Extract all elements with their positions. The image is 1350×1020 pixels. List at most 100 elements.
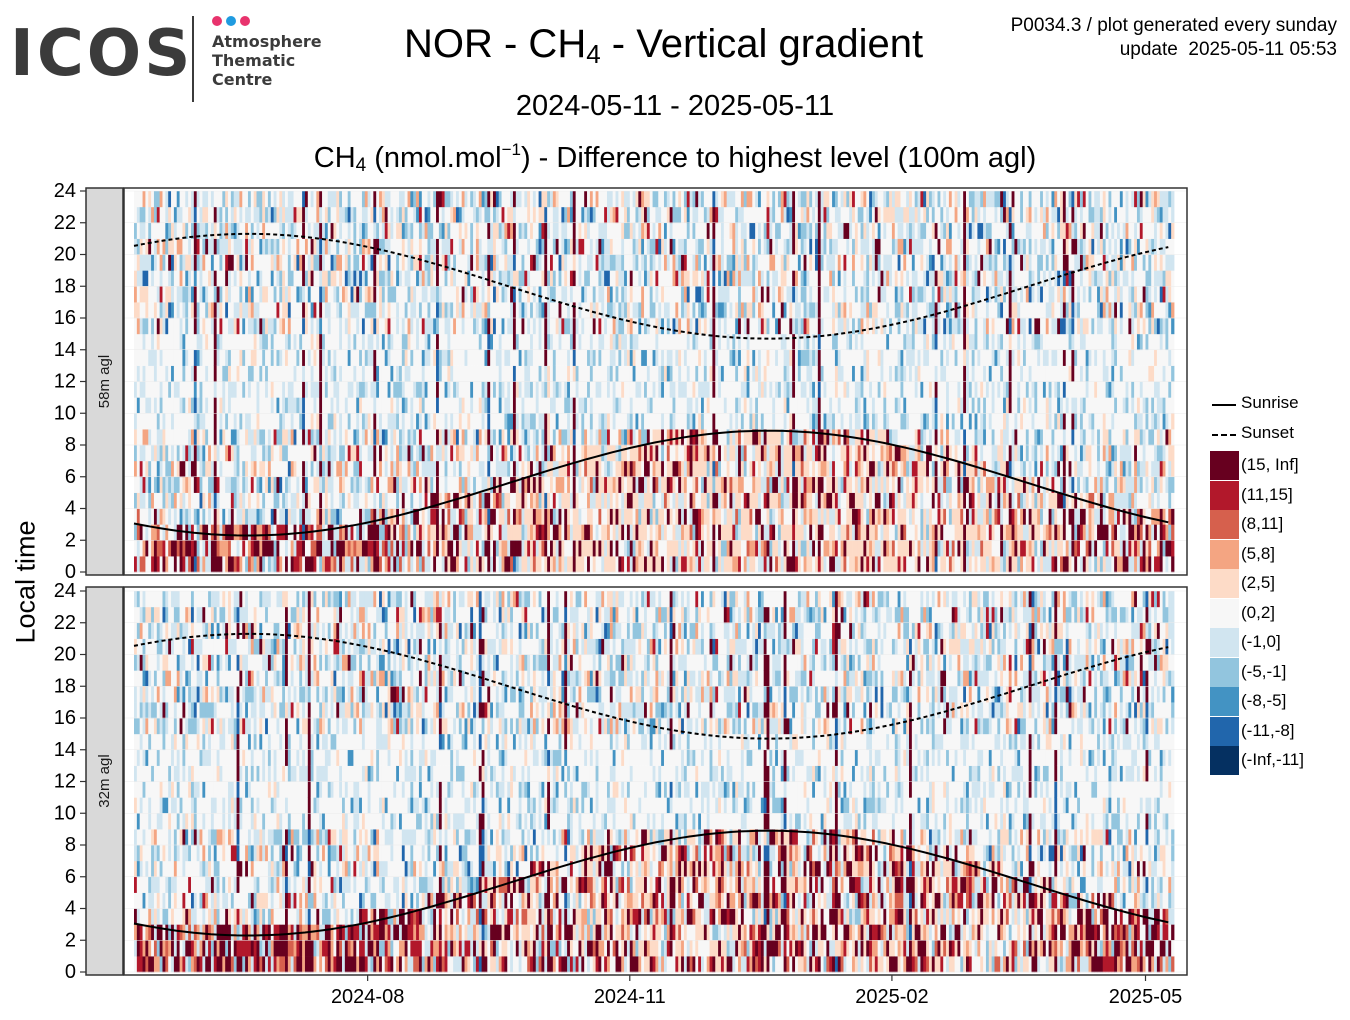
heatmap-cell (455, 508, 460, 525)
heatmap-cell (609, 270, 614, 287)
heatmap-cell (359, 508, 363, 525)
heatmap-cell (589, 397, 594, 414)
heatmap-cell (393, 286, 397, 303)
heatmap-cell (310, 191, 314, 208)
heatmap-cell (156, 349, 161, 366)
heatmap-cell (165, 206, 169, 224)
heatmap-cell (447, 508, 451, 525)
heatmap-cell (322, 365, 326, 382)
heatmap-cell (387, 397, 391, 414)
heatmap-cell (407, 413, 411, 430)
heatmap-cell (441, 286, 445, 303)
heatmap-cell (681, 381, 685, 398)
heatmap-cell (584, 191, 588, 208)
heatmap-cell (584, 238, 588, 255)
heatmap-cell (541, 365, 545, 382)
heatmap-cell (139, 349, 143, 366)
heatmap-cell (467, 492, 471, 509)
heatmap-cell (136, 413, 141, 430)
heatmap-cell (433, 476, 437, 493)
heatmap-cell (715, 556, 719, 573)
heatmap-cell (233, 302, 237, 319)
heatmap-cell (265, 206, 269, 224)
heatmap-cell (156, 381, 161, 398)
heatmap-cell (569, 206, 574, 224)
heatmap-cell (282, 381, 286, 398)
heatmap-cell (624, 191, 628, 208)
heatmap-cell (359, 445, 363, 462)
heatmap-cell (239, 492, 243, 509)
heatmap-cell (319, 333, 323, 351)
heatmap-cell (373, 492, 377, 509)
heatmap-cell (521, 508, 525, 525)
heatmap-cell (367, 445, 371, 462)
heatmap-cell (538, 429, 542, 446)
heatmap-cell (307, 445, 312, 462)
heatmap-cell (373, 397, 377, 414)
heatmap-cell (384, 206, 388, 224)
heatmap-cell (384, 524, 388, 541)
heatmap-cell (270, 349, 275, 366)
heatmap-cell (390, 318, 394, 335)
heatmap-cell (515, 540, 520, 557)
heatmap-cell (256, 333, 260, 351)
heatmap-cell (168, 302, 172, 319)
heatmap-cell (293, 365, 297, 382)
heatmap-cell (199, 286, 203, 303)
heatmap-cell (447, 270, 451, 287)
heatmap-cell (276, 349, 280, 366)
heatmap-cell (447, 238, 451, 255)
heatmap-cell (538, 318, 542, 335)
heatmap-cell (507, 476, 511, 493)
heatmap-cell (621, 191, 625, 208)
heatmap-cell (401, 556, 406, 573)
heatmap-cell (512, 365, 517, 382)
heatmap-cell (649, 254, 653, 271)
heatmap-cell (185, 254, 189, 271)
heatmap-cell (510, 270, 514, 287)
heatmap-cell (179, 429, 183, 446)
heatmap-cell (461, 540, 465, 557)
heatmap-cell (193, 349, 198, 366)
heatmap-cell (686, 556, 691, 573)
heatmap-cell (527, 540, 531, 557)
heatmap-cell (561, 445, 565, 462)
heatmap-cell (413, 206, 417, 224)
heatmap-cell (302, 222, 306, 239)
heatmap-cell (136, 206, 141, 224)
heatmap-cell (555, 365, 559, 382)
heatmap-cell (401, 270, 406, 287)
heatmap-cell (629, 476, 634, 493)
heatmap-cell (145, 365, 149, 382)
heatmap-cell (247, 397, 252, 414)
heatmap-cell (512, 349, 517, 366)
heatmap-cell (450, 286, 454, 303)
heatmap-cell (310, 397, 314, 414)
heatmap-cell (527, 222, 531, 239)
heatmap-cell (205, 286, 209, 303)
heatmap-cell (524, 460, 528, 478)
heatmap-cell (561, 413, 565, 430)
heatmap-cell (663, 540, 668, 557)
heatmap-cell (168, 365, 172, 382)
heatmap-cell (336, 349, 340, 366)
heatmap-cell (156, 333, 161, 351)
heatmap-cell (575, 286, 579, 303)
heatmap-cell (655, 381, 659, 398)
heatmap-cell (595, 381, 599, 398)
heatmap-cell (618, 397, 622, 414)
heatmap-cell (604, 238, 608, 255)
heatmap-cell (444, 381, 448, 398)
heatmap-cell (438, 302, 443, 319)
heatmap-cell (139, 270, 143, 287)
heatmap-cell (253, 333, 257, 351)
heatmap-cell (689, 270, 693, 287)
heatmap-cell (601, 540, 605, 557)
heatmap-cell (638, 191, 642, 208)
heatmap-cell (663, 365, 668, 382)
heatmap-cell (612, 286, 616, 303)
heatmap-cell (256, 318, 260, 335)
heatmap-cell (236, 413, 240, 430)
heatmap-cell (515, 254, 520, 271)
heatmap-cell (475, 365, 480, 382)
